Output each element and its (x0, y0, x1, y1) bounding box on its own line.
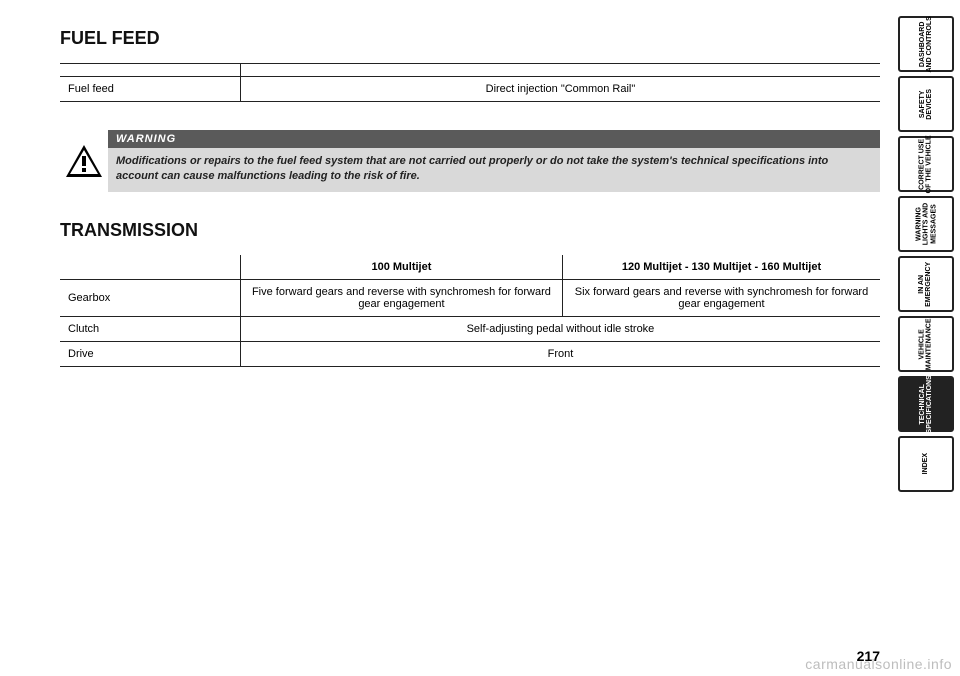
manual-page: DASHBOARD AND CONTROLS SAFETY DEVICES CO… (0, 0, 960, 676)
trans-row-gearbox-label: Gearbox (60, 279, 240, 316)
warning-triangle-icon (60, 130, 108, 192)
tab-warning-lights[interactable]: WARNING LIGHTS AND MESSAGES (898, 196, 954, 252)
warning-label: WARNING (108, 130, 880, 148)
warning-box: WARNING Modifications or repairs to the … (60, 130, 880, 192)
tab-correct-use[interactable]: CORRECT USE OF THE VEHICLE (898, 136, 954, 192)
fuel-feed-title: FUEL FEED (60, 28, 880, 49)
trans-drive-value: Front (240, 341, 880, 366)
fuel-feed-table: Fuel feed Direct injection "Common Rail" (60, 63, 880, 102)
tab-maintenance[interactable]: VEHICLE MAINTENANCE (898, 316, 954, 372)
transmission-title: TRANSMISSION (60, 220, 880, 241)
tab-dashboard[interactable]: DASHBOARD AND CONTROLS (898, 16, 954, 72)
trans-row-drive-label: Drive (60, 341, 240, 366)
watermark: carmanualsonline.info (805, 656, 952, 672)
trans-col-1: 100 Multijet (240, 255, 562, 280)
fuel-feed-value: Direct injection "Common Rail" (240, 77, 880, 102)
tab-emergency[interactable]: IN AN EMERGENCY (898, 256, 954, 312)
tab-technical-specs[interactable]: TECHNICAL SPECIFICATIONS (898, 376, 954, 432)
warning-text: Modifications or repairs to the fuel fee… (108, 148, 880, 192)
fuel-feed-row-label: Fuel feed (60, 77, 240, 102)
section-tabs: DASHBOARD AND CONTROLS SAFETY DEVICES CO… (898, 16, 954, 492)
trans-col-2: 120 Multijet - 130 Multijet - 160 Multij… (562, 255, 880, 280)
tab-safety[interactable]: SAFETY DEVICES (898, 76, 954, 132)
trans-clutch-value: Self-adjusting pedal without idle stroke (240, 316, 880, 341)
trans-gearbox-c1: Five forward gears and reverse with sync… (240, 279, 562, 316)
trans-row-clutch-label: Clutch (60, 316, 240, 341)
transmission-table: 100 Multijet 120 Multijet - 130 Multijet… (60, 255, 880, 367)
trans-gearbox-c2: Six forward gears and reverse with synch… (562, 279, 880, 316)
tab-index[interactable]: INDEX (898, 436, 954, 492)
